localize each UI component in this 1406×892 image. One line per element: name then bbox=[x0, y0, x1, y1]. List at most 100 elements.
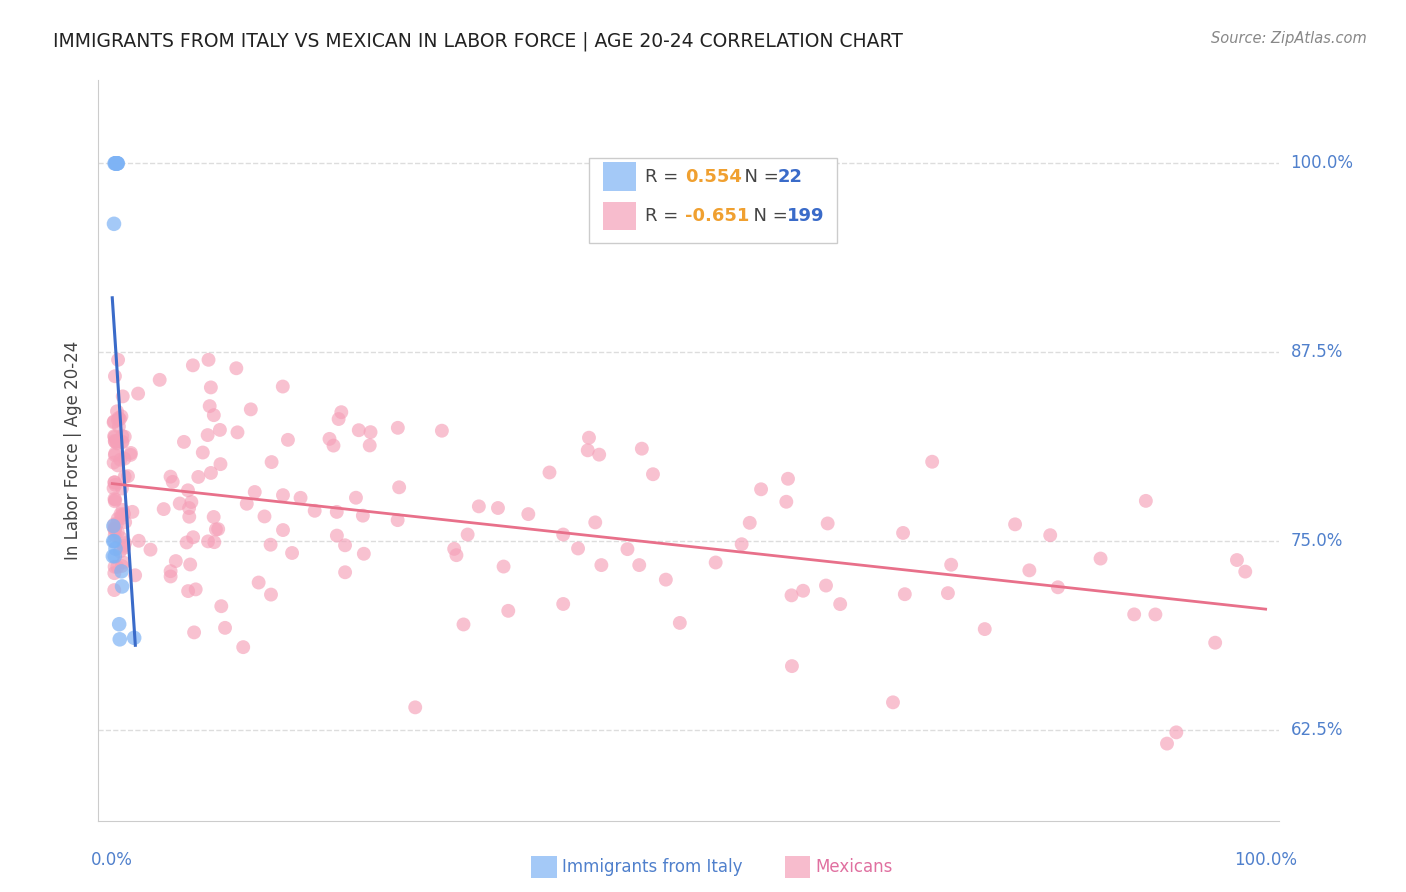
Point bbox=[443, 541, 465, 556]
Text: Immigrants from Italy: Immigrants from Italy bbox=[562, 858, 742, 876]
Point bbox=[347, 423, 370, 437]
Point bbox=[107, 525, 129, 540]
Point bbox=[104, 446, 127, 460]
Point bbox=[197, 428, 219, 442]
Point bbox=[107, 352, 129, 367]
Point bbox=[121, 505, 143, 519]
Point bbox=[108, 419, 131, 434]
Point bbox=[111, 511, 134, 525]
Text: N =: N = bbox=[733, 168, 785, 186]
Text: Mexicans: Mexicans bbox=[815, 858, 893, 876]
Point bbox=[239, 402, 262, 417]
Point bbox=[232, 640, 254, 654]
Point bbox=[110, 507, 132, 521]
Point bbox=[111, 579, 134, 593]
Point bbox=[124, 568, 146, 582]
Point bbox=[891, 525, 914, 540]
Point bbox=[159, 564, 181, 578]
Point bbox=[553, 527, 575, 541]
Point bbox=[749, 483, 772, 497]
Point bbox=[271, 379, 294, 393]
Point bbox=[111, 559, 134, 574]
Point bbox=[112, 451, 135, 466]
Point bbox=[103, 414, 125, 428]
Point bbox=[1204, 636, 1226, 650]
Point bbox=[780, 659, 803, 673]
Point bbox=[359, 438, 381, 452]
Point bbox=[103, 517, 125, 532]
Point bbox=[120, 448, 142, 462]
Point bbox=[430, 424, 453, 438]
Point bbox=[104, 448, 127, 462]
Point bbox=[1166, 725, 1188, 739]
Point bbox=[209, 599, 232, 614]
Point bbox=[404, 700, 426, 714]
Point bbox=[1144, 607, 1167, 622]
Point bbox=[111, 389, 134, 403]
Point bbox=[103, 415, 125, 429]
Point bbox=[104, 478, 127, 492]
Point bbox=[387, 513, 409, 527]
Point bbox=[496, 604, 519, 618]
Point bbox=[127, 386, 149, 401]
FancyBboxPatch shape bbox=[603, 202, 636, 230]
Point bbox=[453, 617, 475, 632]
Text: R =: R = bbox=[645, 168, 685, 186]
Point bbox=[110, 565, 132, 579]
Point bbox=[101, 549, 124, 564]
Point bbox=[108, 544, 131, 558]
Point bbox=[281, 546, 304, 560]
Point bbox=[104, 522, 127, 536]
Point bbox=[209, 457, 232, 471]
Point bbox=[152, 502, 174, 516]
Point bbox=[353, 547, 375, 561]
Point bbox=[202, 408, 225, 422]
Point bbox=[111, 429, 134, 443]
Text: 62.5%: 62.5% bbox=[1291, 721, 1343, 739]
Point bbox=[1226, 553, 1249, 567]
Y-axis label: In Labor Force | Age 20-24: In Labor Force | Age 20-24 bbox=[65, 341, 83, 560]
Point bbox=[260, 588, 283, 602]
Point bbox=[149, 373, 172, 387]
Point bbox=[107, 413, 129, 427]
Point bbox=[177, 501, 200, 516]
Point bbox=[446, 548, 468, 562]
Point bbox=[104, 559, 127, 574]
Point bbox=[921, 455, 943, 469]
Point bbox=[105, 156, 128, 170]
Point bbox=[107, 410, 129, 425]
Text: 87.5%: 87.5% bbox=[1291, 343, 1343, 361]
Point bbox=[243, 485, 266, 500]
Point bbox=[120, 446, 142, 460]
Point bbox=[159, 569, 181, 583]
Point bbox=[108, 412, 131, 426]
Point bbox=[260, 455, 283, 469]
Point bbox=[104, 434, 127, 449]
Point bbox=[259, 538, 281, 552]
Point bbox=[183, 625, 205, 640]
Point bbox=[271, 488, 294, 502]
Point bbox=[388, 480, 411, 494]
Point bbox=[184, 582, 207, 597]
Point bbox=[1004, 517, 1026, 532]
Point bbox=[110, 452, 132, 467]
Point bbox=[103, 519, 125, 533]
Point bbox=[236, 497, 259, 511]
Point bbox=[326, 505, 349, 519]
Point bbox=[1090, 551, 1112, 566]
Point bbox=[328, 412, 350, 426]
Point bbox=[817, 516, 839, 531]
Point bbox=[973, 622, 995, 636]
Point bbox=[1018, 563, 1040, 577]
Point bbox=[1234, 565, 1257, 579]
Point bbox=[105, 156, 128, 170]
Point bbox=[107, 156, 129, 170]
Point bbox=[738, 516, 761, 530]
Text: 75.0%: 75.0% bbox=[1291, 533, 1343, 550]
Point bbox=[104, 430, 127, 444]
Point bbox=[104, 369, 127, 384]
Point bbox=[578, 431, 600, 445]
Point bbox=[1123, 607, 1146, 622]
Point bbox=[492, 559, 515, 574]
Point bbox=[277, 433, 299, 447]
